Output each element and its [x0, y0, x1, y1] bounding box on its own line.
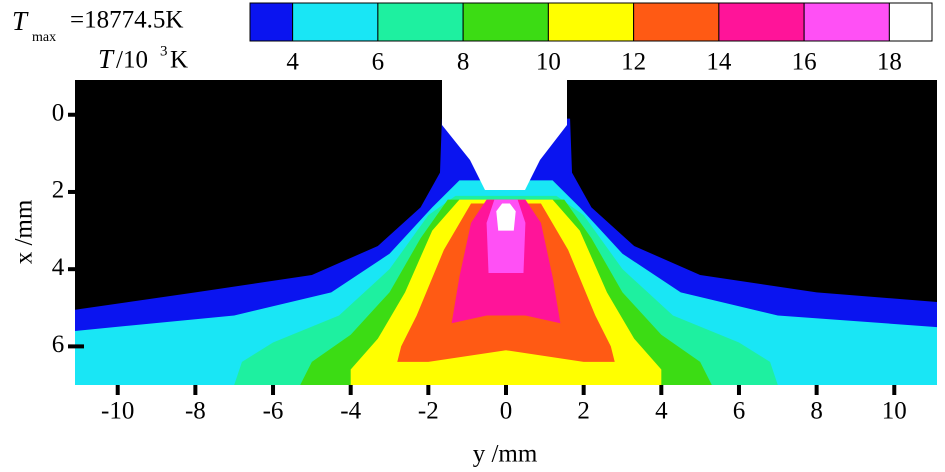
x-tick-label: 8 [810, 398, 823, 425]
x-tick-label: -4 [340, 398, 361, 425]
x-tick-label: 0 [500, 398, 513, 425]
x-axis-label: y /mm [473, 441, 538, 468]
x-tick-label: 10 [882, 398, 907, 425]
y-tick-label: 6 [52, 331, 65, 358]
x-tick-label: -8 [185, 398, 206, 425]
colorbar-box [547, 2, 635, 42]
unit-symbol: T [98, 44, 115, 74]
tmax-subscript: max [32, 30, 56, 45]
colorbar-tick-label: 6 [372, 49, 385, 76]
contour-region [496, 203, 516, 231]
colorbar-tick-label: 14 [706, 49, 732, 76]
colorbar-box [718, 2, 805, 42]
x-tick-label: 4 [655, 398, 668, 425]
colorbar-box [462, 2, 549, 42]
unit-text: /10 [116, 47, 148, 74]
colorbar-tick-label: 18 [877, 49, 902, 76]
colorbar-tick-label: 8 [457, 49, 470, 76]
x-tick-label: 6 [733, 398, 746, 425]
y-tick-label: 4 [52, 254, 65, 281]
colorbar-tick-label: 4 [286, 49, 299, 76]
colorbar-box [633, 2, 720, 42]
y-tick-label: 0 [52, 99, 65, 126]
colorbar-box [249, 2, 294, 42]
tmax-symbol: T [12, 6, 29, 36]
y-axis-label: x /mm [11, 199, 38, 264]
colorbar-tick-label: 10 [536, 49, 561, 76]
colorbar-box [292, 2, 379, 42]
x-tick-label: -10 [101, 398, 134, 425]
plot-area [75, 80, 937, 385]
colorbar-box [803, 2, 890, 42]
contour-region [486, 199, 526, 274]
y-tick-label: 2 [52, 177, 65, 204]
colorbar-box [377, 2, 464, 42]
colorbar-tick-label: 16 [792, 49, 817, 76]
x-tick-label: 2 [577, 398, 590, 425]
unit-k: K [170, 47, 188, 74]
tmax-value: =18774.5K [70, 7, 183, 34]
colorbar-box [888, 2, 933, 42]
x-tick-label: -6 [263, 398, 284, 425]
colorbar-tick-label: 12 [621, 49, 646, 76]
unit-superscript: 3 [160, 43, 168, 59]
electrode [442, 80, 567, 190]
x-tick-label: -2 [418, 398, 439, 425]
